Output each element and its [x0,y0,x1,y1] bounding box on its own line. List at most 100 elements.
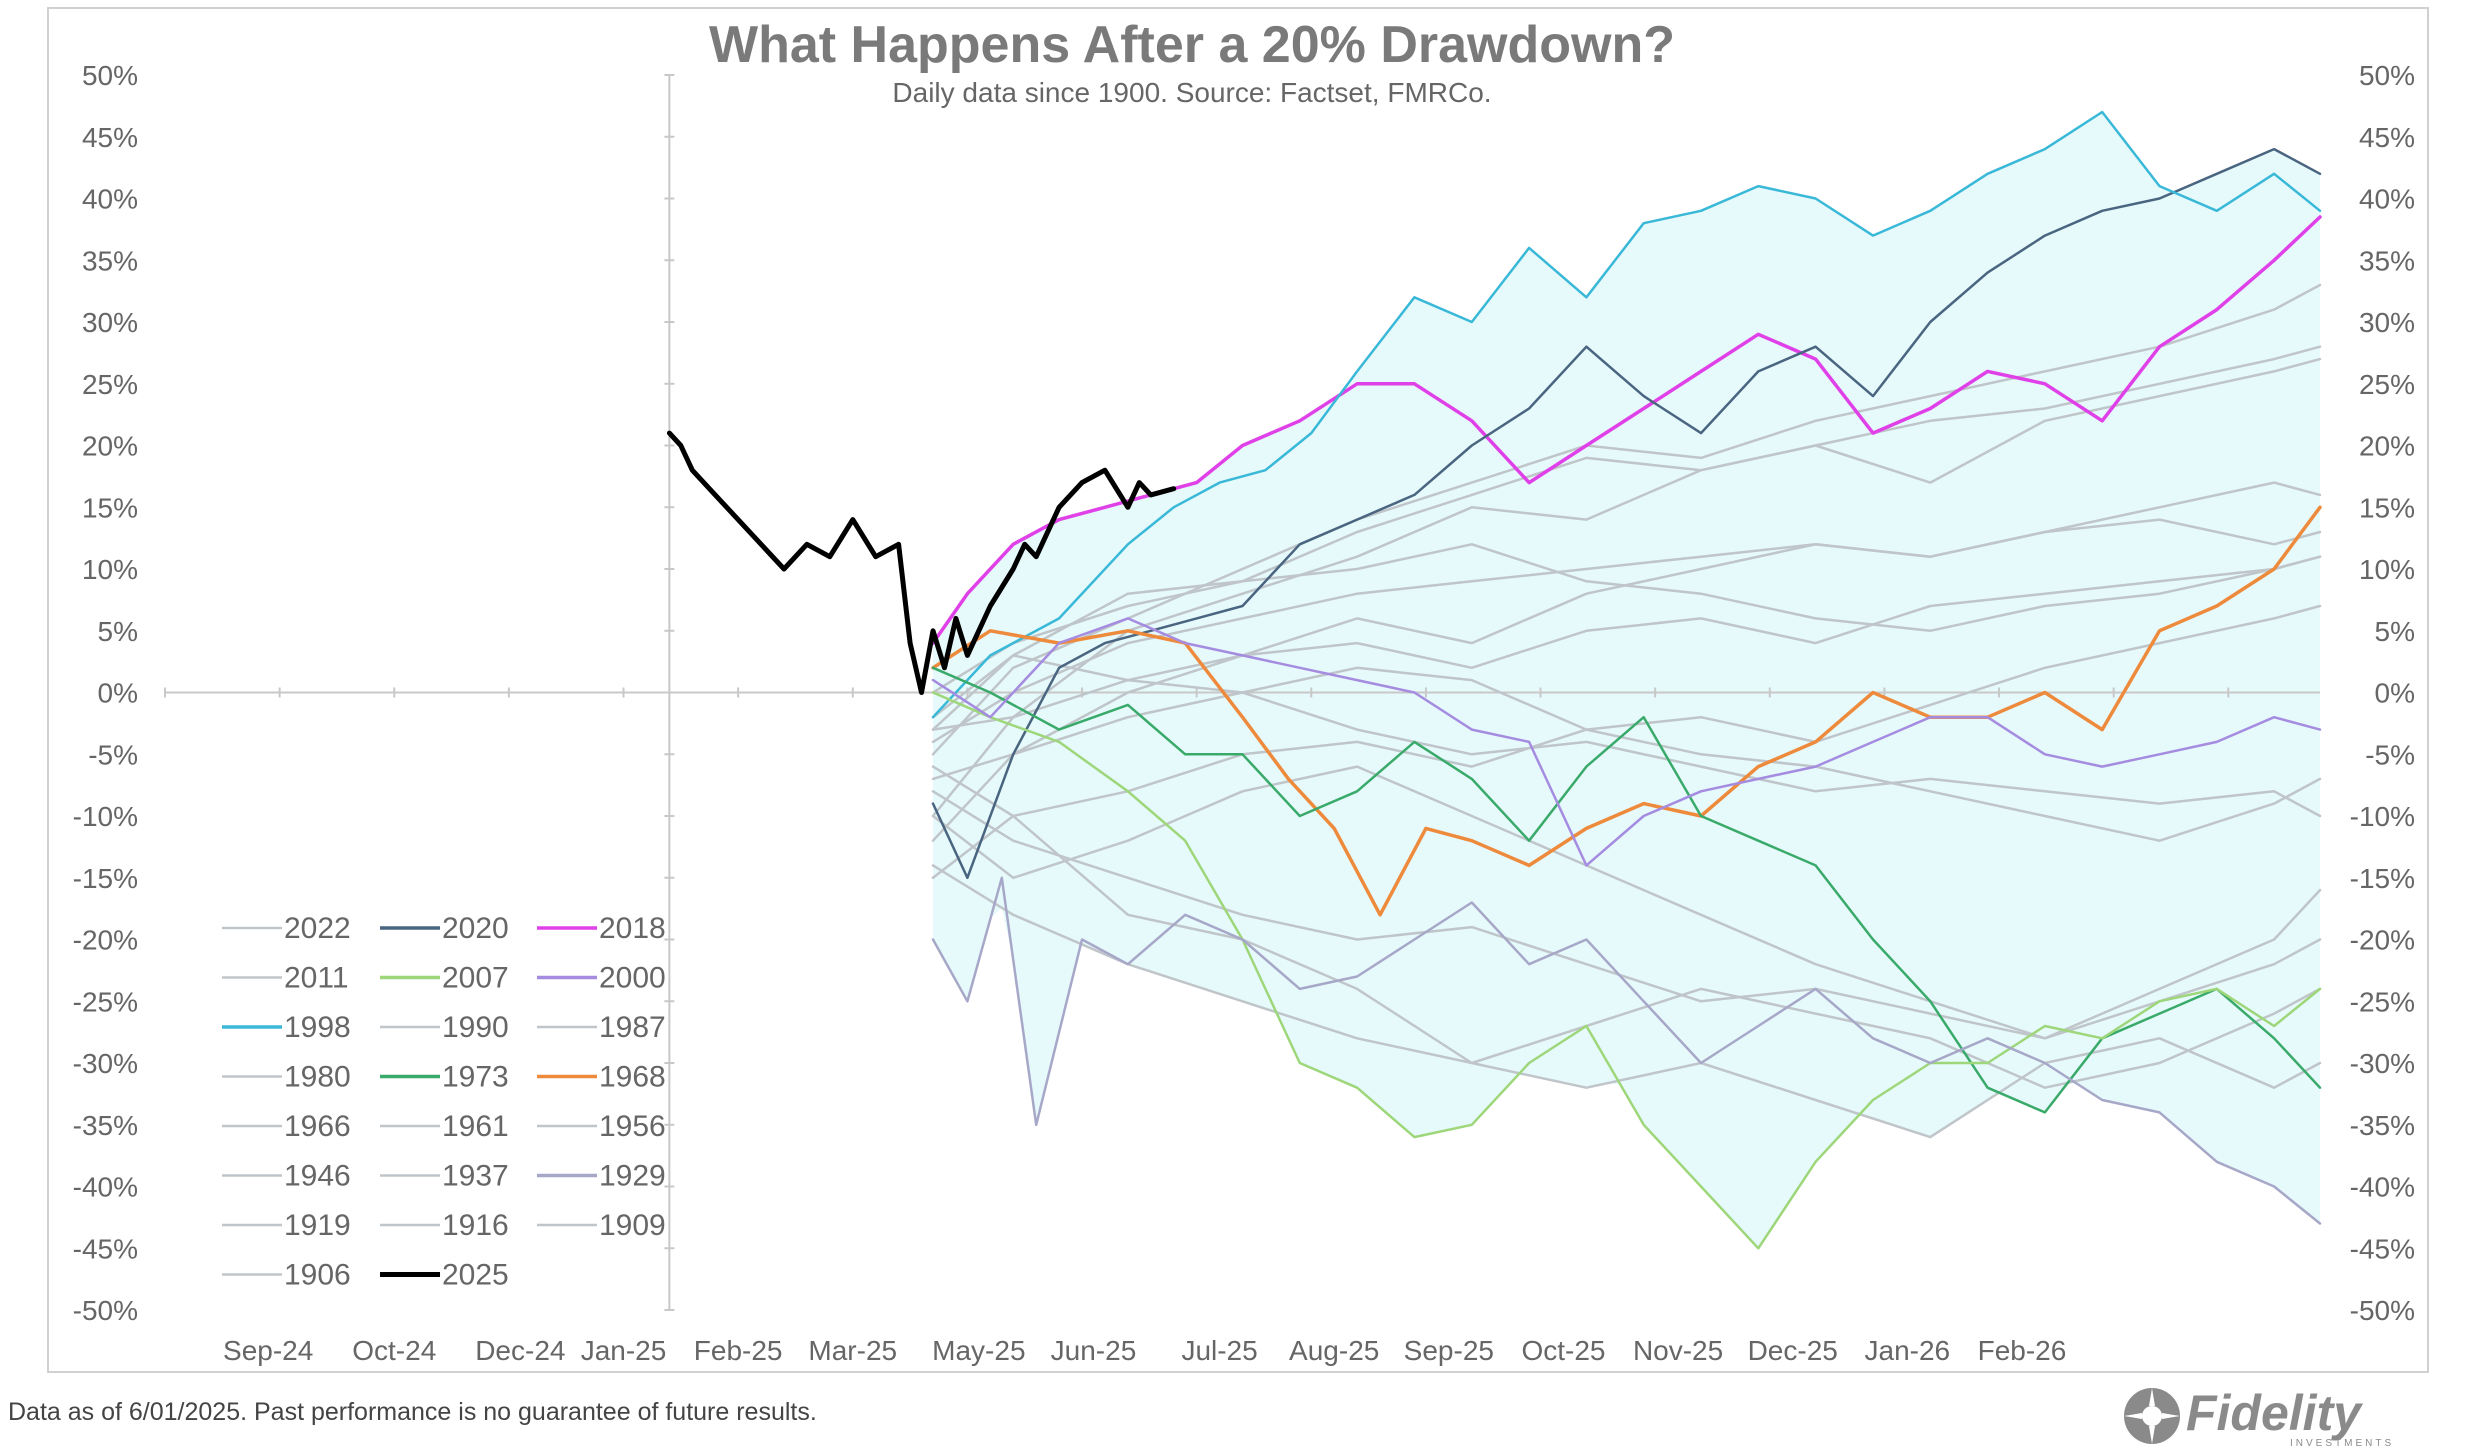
x-tick-label: Jan-26 [1865,1335,1951,1366]
sunburst-icon [2124,1388,2180,1444]
series-line-1919 [931,765,2322,1040]
y-tick-label-right: -50% [2350,1295,2415,1326]
x-tick-label: Jul-25 [1181,1335,1257,1366]
legend-label-1929: 1929 [599,1160,666,1193]
x-tick-label: Jun-25 [1051,1335,1137,1366]
x-tick-label: Oct-25 [1521,1335,1605,1366]
series-line-1916 [931,543,2322,694]
legend-label-2022: 2022 [284,912,351,945]
x-tick-label: Aug-25 [1289,1335,1379,1366]
grey-series-layer [931,283,2322,1139]
y-tick-label-right: 15% [2359,492,2415,523]
y-tick-label-left: -35% [73,1110,138,1141]
y-tick-label-left: -5% [88,739,138,770]
y-tick-label-right: -25% [2350,986,2415,1017]
x-tick-label: Dec-24 [475,1335,565,1366]
x-tick-label: Jan-25 [581,1335,667,1366]
series-line-1990 [931,283,2322,756]
legend-label-1998: 1998 [284,1011,351,1044]
series-line-1961 [931,604,2322,818]
y-tick-label-left: -10% [73,801,138,832]
y-tick-label-right: -20% [2350,925,2415,956]
chart-title: What Happens After a 20% Drawdown? [709,16,1675,74]
series-line-1909 [931,666,2322,842]
y-tick-label-right: -30% [2350,1048,2415,1079]
legend-label-1987: 1987 [599,1011,666,1044]
y-tick-label-left: 10% [82,554,138,585]
y-tick-label-right: -45% [2350,1233,2415,1264]
series-line-1946 [931,790,2322,1040]
x-tick-label: Mar-25 [808,1335,897,1366]
y-tick-label-left: 0% [98,678,138,709]
legend-label-1946: 1946 [284,1160,351,1193]
y-tick-label-right: -5% [2365,739,2415,770]
series-line-1980 [931,518,2322,744]
y-tick-label-right: 40% [2359,184,2415,215]
legend-label-2020: 2020 [442,912,509,945]
y-tick-label-right: 10% [2359,554,2415,585]
y-tick-label-right: -40% [2350,1172,2415,1203]
y-tick-label-right: -15% [2350,863,2415,894]
y-tick-label-right: 20% [2359,431,2415,462]
x-axis: Sep-24 Oct-24 Dec-24 Jan-25 Feb-25 Mar-25 May-… [223,1335,2066,1366]
y-tick-label-left: -30% [73,1048,138,1079]
y-tick-label-right: 45% [2359,122,2415,153]
footnote: Data as of 6/01/2025. Past performance i… [8,1398,817,1426]
fidelity-logo: Fidelity INVESTMENTS [2124,1385,2394,1448]
series-line-2018 [931,215,2322,645]
legend-label-1916: 1916 [442,1209,509,1242]
series-line-1929 [931,876,2322,1225]
colored-series-layer [666,110,2322,1250]
y-tick-label-left: 15% [82,492,138,523]
brand-name: Fidelity [2186,1385,2363,1441]
legend-label-2011: 2011 [284,962,349,995]
series-line-1956 [931,654,2322,818]
y-tick-label-left: -25% [73,986,138,1017]
legend-label-1909: 1909 [599,1209,666,1242]
x-tick-label: May-25 [932,1335,1025,1366]
legend-label-2000: 2000 [599,962,666,995]
series-line-2007 [931,691,2322,1250]
range-band [933,112,2320,1249]
series-line-1937 [931,814,2322,1139]
legend-label-1906: 1906 [284,1259,351,1292]
y-tick-label-right: -35% [2350,1110,2415,1141]
y-tick-label-left: -15% [73,863,138,894]
y-tick-label-left: -20% [73,925,138,956]
series-line-1998 [931,110,2322,719]
legend: 2022 2020 2018 2011 2007 2000 1998 1990 1987 1980… [222,912,666,1292]
y-tick-label-left: 25% [82,369,138,400]
legend-label-2025: 2025 [442,1259,509,1292]
legend-label-1990: 1990 [442,1011,509,1044]
series-line-1987 [931,481,2322,842]
legend-label-2018: 2018 [599,912,666,945]
series-line-2022 [931,345,2322,731]
y-axis-right: 50% 45% 40% 35% 30% 25% 20% 15% 10% 5% 0% -5% -10% -1… [2350,60,2415,1326]
legend-label-1973: 1973 [442,1061,509,1094]
brand-tagline: INVESTMENTS [2290,1438,2394,1448]
y-tick-label-left: 40% [82,184,138,215]
legend-label-1956: 1956 [599,1110,666,1143]
series-line-2025 [666,430,1177,695]
y-tick-label-right: 25% [2359,369,2415,400]
series-line-2000 [931,617,2322,867]
series-line-2011 [931,357,2322,818]
x-tick-label: Sep-25 [1404,1335,1494,1366]
y-tick-label-left: 45% [82,122,138,153]
legend-label-1968: 1968 [599,1061,666,1094]
y-tick-label-left: -45% [73,1233,138,1264]
y-tick-label-right: 35% [2359,245,2415,276]
range-band-area [933,112,2320,1249]
y-tick-label-left: -40% [73,1172,138,1203]
y-tick-label-left: 5% [98,616,138,647]
y-tick-label-left: -50% [73,1295,138,1326]
legend-label-1961: 1961 [442,1110,509,1143]
legend-label-1919: 1919 [284,1209,351,1242]
y-tick-label-left: 20% [82,431,138,462]
y-tick-label-right: -10% [2350,801,2415,832]
x-tick-label: Oct-24 [352,1335,436,1366]
series-line-1968 [931,505,2322,917]
y-tick-label-left: 50% [82,60,138,91]
legend-label-2007: 2007 [442,962,509,995]
